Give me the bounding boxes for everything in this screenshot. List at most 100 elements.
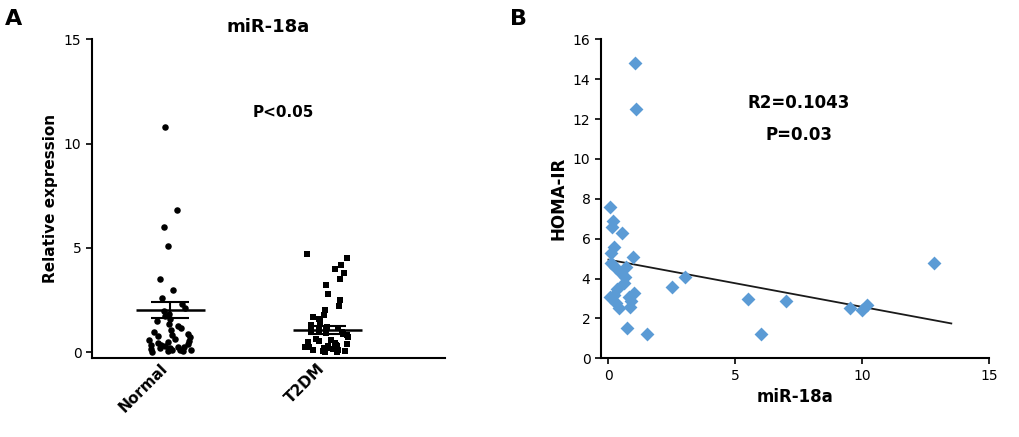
Point	[329, 325, 345, 332]
Point	[332, 261, 348, 268]
Point	[336, 347, 353, 354]
Text: P<0.05: P<0.05	[253, 105, 314, 120]
Point	[146, 329, 162, 336]
Point	[858, 301, 874, 308]
Point	[299, 250, 315, 257]
Point	[924, 259, 941, 266]
Point	[156, 223, 172, 230]
Point	[327, 341, 343, 348]
Point	[156, 308, 172, 315]
Point	[622, 303, 638, 310]
Point	[609, 305, 626, 312]
Point	[320, 342, 336, 349]
Point	[339, 340, 356, 347]
Point	[325, 345, 341, 352]
Point	[327, 339, 343, 346]
Point	[328, 343, 344, 350]
Point	[318, 323, 334, 330]
Title: miR-18a: miR-18a	[226, 18, 310, 36]
Point	[149, 317, 165, 324]
Point	[316, 346, 332, 353]
Point	[331, 303, 347, 310]
Point	[332, 296, 348, 303]
Point	[854, 307, 870, 314]
Point	[336, 269, 353, 276]
Point	[150, 333, 166, 340]
Point	[328, 348, 344, 355]
Point	[175, 343, 192, 350]
Point	[338, 332, 355, 339]
Point	[303, 322, 319, 329]
Point	[625, 289, 641, 296]
Point	[841, 305, 857, 312]
Point	[143, 342, 159, 349]
Point	[603, 223, 620, 230]
Point	[320, 290, 336, 297]
Point	[606, 263, 623, 270]
Point	[310, 315, 326, 322]
Point	[638, 331, 654, 338]
Point	[317, 282, 333, 289]
Point	[159, 347, 175, 354]
Point	[334, 329, 351, 336]
Point	[608, 285, 625, 292]
Point	[156, 312, 172, 319]
Point	[663, 283, 680, 290]
Point	[162, 346, 178, 353]
Point	[777, 297, 794, 304]
Point	[141, 336, 157, 343]
Point	[602, 203, 619, 210]
Point	[161, 310, 177, 317]
Point	[181, 337, 198, 344]
Point	[317, 349, 333, 356]
Point	[676, 273, 692, 280]
Y-axis label: HOMA-IR: HOMA-IR	[548, 157, 567, 240]
Point	[163, 327, 179, 334]
Point	[303, 328, 319, 335]
Point	[180, 340, 197, 347]
Point	[601, 293, 618, 300]
Point	[153, 341, 169, 348]
X-axis label: miR-18a: miR-18a	[756, 388, 833, 406]
Point	[304, 313, 320, 320]
Point	[739, 295, 755, 302]
Point	[602, 259, 619, 266]
Point	[311, 327, 327, 334]
Point	[320, 345, 336, 352]
Text: P=0.03: P=0.03	[764, 126, 832, 144]
Point	[170, 344, 186, 351]
Point	[301, 343, 317, 350]
Point	[620, 293, 636, 300]
Point	[307, 335, 323, 342]
Point	[331, 276, 347, 283]
Point	[623, 297, 639, 304]
Point	[160, 338, 176, 345]
Point	[618, 263, 634, 270]
Point	[172, 347, 189, 354]
Point	[329, 347, 345, 354]
Point	[616, 273, 633, 280]
Point	[156, 123, 172, 130]
Point	[297, 344, 313, 351]
Point	[605, 243, 622, 250]
Point	[315, 344, 331, 351]
Point	[311, 337, 327, 344]
Point	[624, 253, 640, 260]
Point	[166, 335, 182, 342]
Point	[317, 326, 333, 333]
Point	[164, 346, 180, 353]
Point	[326, 265, 342, 272]
Text: B: B	[510, 9, 527, 29]
Point	[305, 347, 321, 354]
Point	[162, 344, 178, 351]
Point	[604, 217, 621, 224]
Point	[315, 348, 331, 355]
Point	[603, 249, 620, 256]
Point	[183, 347, 200, 354]
Point	[339, 334, 356, 341]
Text: R2=0.1043: R2=0.1043	[747, 94, 849, 112]
Point	[607, 299, 624, 306]
Point	[612, 269, 629, 276]
Y-axis label: Relative expression: Relative expression	[43, 114, 58, 284]
Point	[160, 242, 176, 249]
